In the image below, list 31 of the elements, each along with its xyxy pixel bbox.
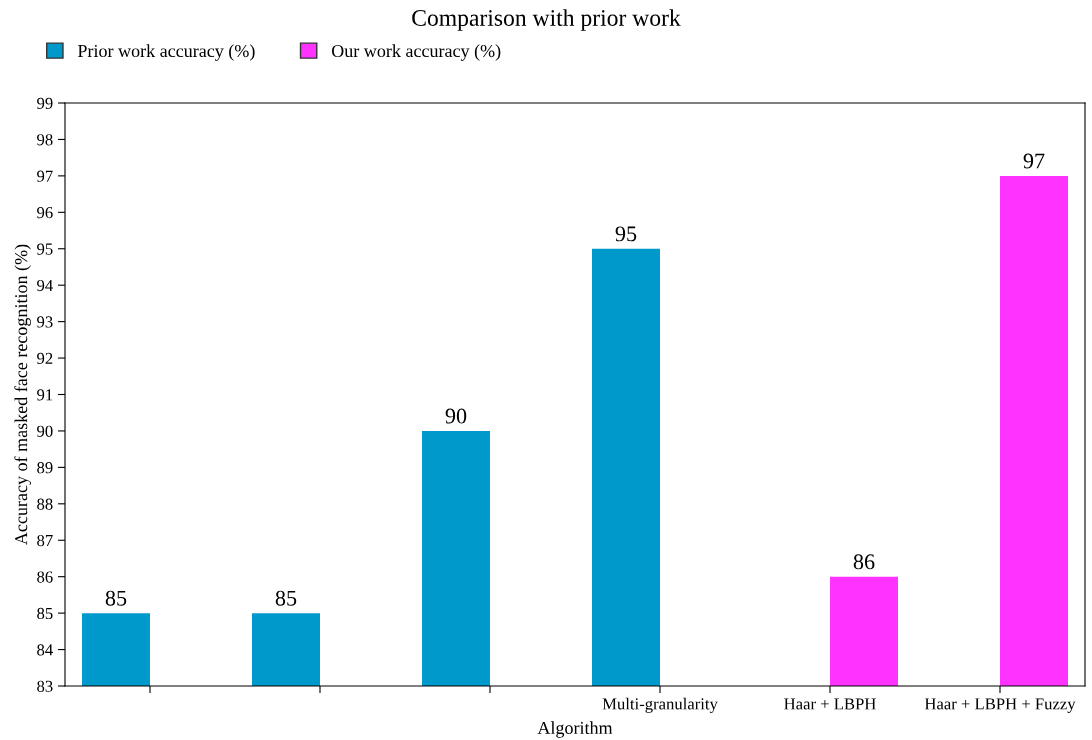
y-tick-label: 83	[37, 680, 53, 692]
y-tick-label: 85	[37, 607, 53, 620]
y-tick-label: 87	[37, 534, 53, 547]
legend-label: Our work accuracy (%)	[331, 44, 501, 61]
y-tick-label: 96	[37, 207, 53, 219]
y-tick-label: 98	[37, 134, 53, 146]
data-label: 85	[275, 590, 297, 606]
data-label: 85	[105, 590, 127, 606]
y-tick-label: 95	[37, 243, 53, 255]
y-tick-label: 94	[37, 279, 53, 292]
x-tick-label: Haar + LBPH	[784, 698, 876, 710]
chart-title: Comparison with prior work	[412, 9, 681, 31]
y-tick-label: 86	[37, 571, 53, 583]
y-tick-label: 93	[37, 316, 53, 328]
data-label: 95	[615, 226, 637, 242]
x-tick-label: Multi-granularity	[602, 697, 718, 713]
y-tick-label: 91	[37, 389, 53, 401]
x-axis-title: Algorithm	[537, 721, 613, 738]
x-tick-label: Haar + LBPH + Fuzzy	[924, 698, 1076, 713]
y-tick-label: 92	[37, 352, 53, 365]
data-label: 90	[445, 408, 467, 424]
y-axis-title: Accuracy of masked face recognition (%)	[14, 244, 31, 545]
data-label: 97	[1023, 153, 1045, 169]
y-tick-label: 90	[37, 425, 53, 437]
data-label: 86	[853, 554, 875, 570]
y-tick-label: 97	[37, 170, 53, 182]
legend-label: Prior work accuracy (%)	[77, 44, 255, 61]
y-tick-label: 99	[37, 97, 53, 109]
y-tick-label: 84	[37, 644, 53, 656]
y-tick-label: 89	[37, 462, 53, 474]
y-tick-label: 88	[37, 498, 53, 510]
